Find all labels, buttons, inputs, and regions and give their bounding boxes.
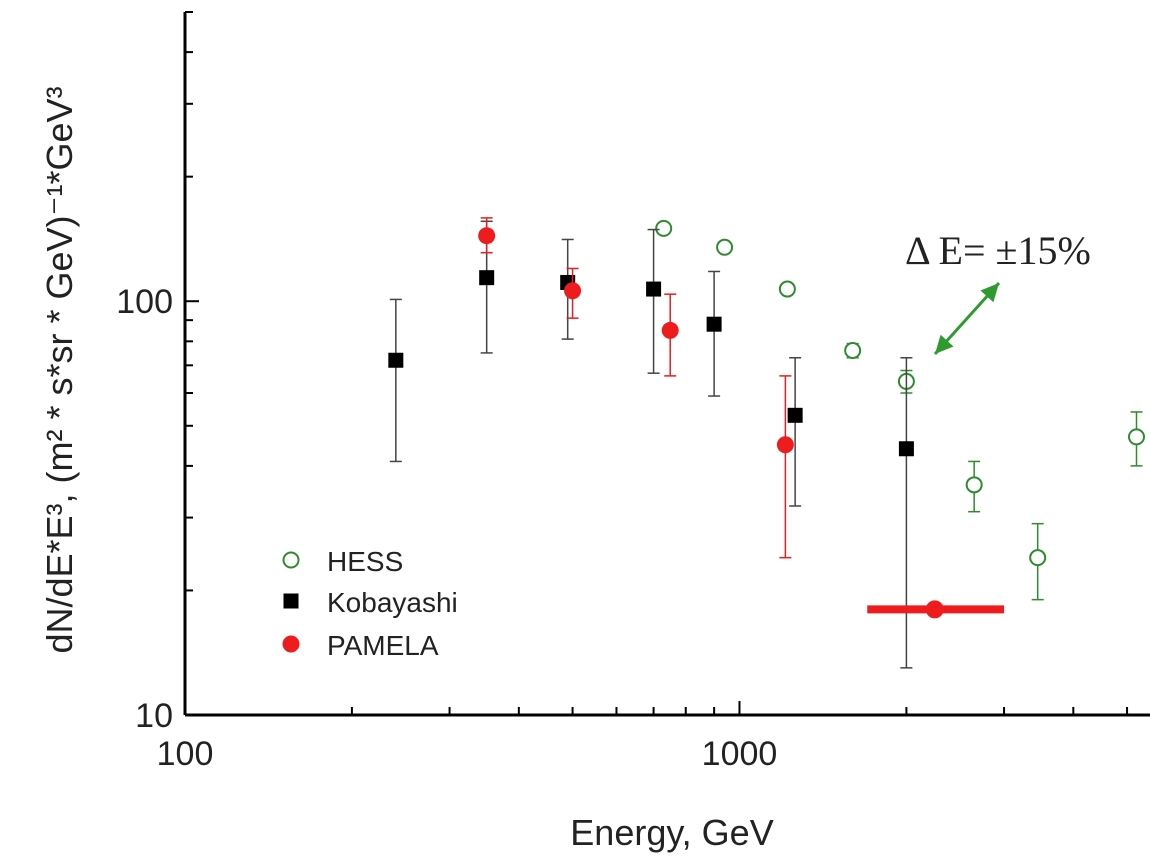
annotation-arrow-head bbox=[935, 334, 954, 354]
pamela-point bbox=[478, 227, 496, 245]
kobayashi-point bbox=[646, 281, 662, 297]
pamela-point bbox=[564, 282, 582, 300]
legend-marker-kobayashi bbox=[283, 593, 299, 609]
legend-marker-pamela bbox=[282, 635, 300, 653]
pamela-point bbox=[776, 436, 794, 454]
hess-point bbox=[1127, 428, 1145, 446]
x-tick-label: 1000 bbox=[702, 735, 778, 773]
energy-range-point bbox=[925, 600, 944, 619]
energy-resolution-label: Δ E= ±15% bbox=[905, 228, 1091, 273]
hess-point bbox=[844, 342, 862, 360]
kobayashi-point bbox=[479, 270, 495, 286]
hess-point bbox=[716, 238, 734, 256]
annotation: Δ E= ±15% bbox=[905, 228, 1091, 356]
legend-marker-hess bbox=[282, 551, 300, 569]
legend-label-hess: HESS bbox=[327, 546, 403, 577]
y-tick-label: 10 bbox=[135, 697, 173, 735]
hess-point bbox=[655, 219, 673, 237]
kobayashi-point bbox=[787, 407, 803, 423]
x-tick-label: 100 bbox=[157, 735, 214, 773]
kobayashi-point bbox=[898, 441, 914, 457]
hess-point bbox=[1029, 549, 1047, 567]
y-tick-label: 100 bbox=[116, 283, 173, 321]
hess-point bbox=[965, 476, 983, 494]
kobayashi-point bbox=[706, 316, 722, 332]
kobayashi-point bbox=[388, 352, 404, 368]
pamela-point bbox=[661, 321, 679, 339]
legend-label-kobayashi: Kobayashi bbox=[327, 587, 458, 618]
legend-label-pamela: PAMELA bbox=[327, 630, 439, 661]
y-axis-title: dN/dE*E³, (m² * s*sr * GeV)⁻¹*GeV³ bbox=[39, 86, 80, 653]
plot-area bbox=[388, 217, 1145, 669]
hess-point bbox=[778, 280, 796, 298]
x-axis-title: Energy, GeV bbox=[570, 812, 773, 853]
legend: HESS Kobayashi PAMELA bbox=[282, 546, 458, 661]
annotation-arrow-head bbox=[980, 283, 999, 303]
